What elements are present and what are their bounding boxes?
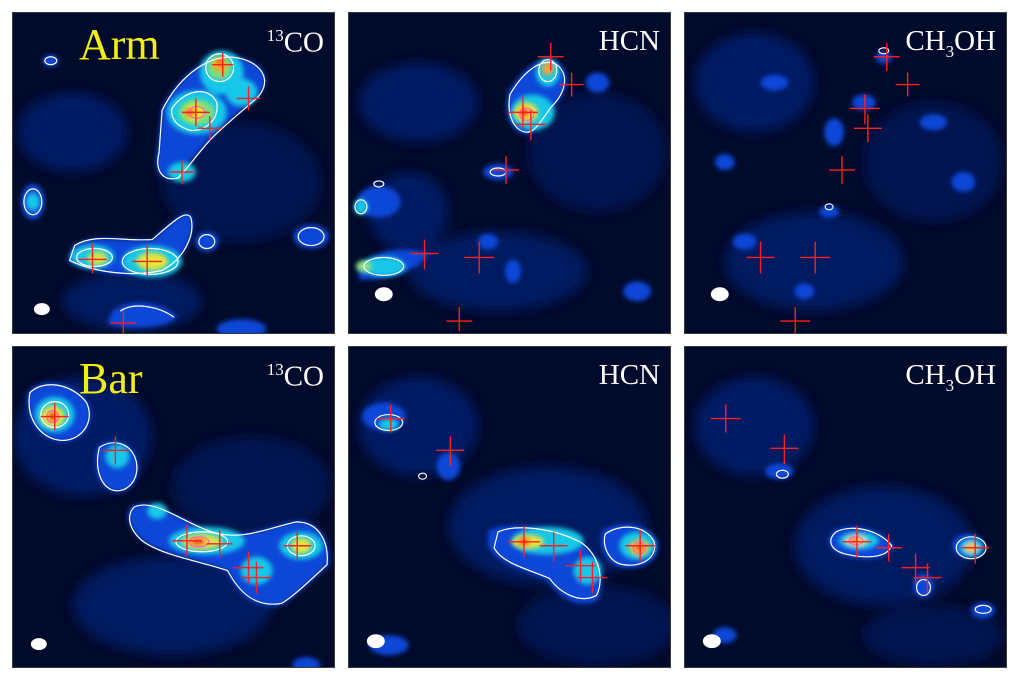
molecule-label-hcn: HCN xyxy=(598,25,660,57)
beam-ellipse-icon xyxy=(374,287,393,302)
molecule-label-ch3oh: CH3OH xyxy=(905,25,996,61)
panel-arm-13co: Arm 13CO xyxy=(12,12,335,334)
molecule-label-hcn-bar: HCN xyxy=(598,359,660,391)
panel-bar-hcn: HCN xyxy=(348,346,671,668)
red-plus-marker-group xyxy=(78,52,261,333)
region-label-arm: Arm xyxy=(79,20,160,69)
molecule-label-13co-bar: 13CO xyxy=(266,360,324,393)
molecule-label-13co: 13CO xyxy=(266,26,324,59)
panel-bar-13co: Bar 13CO xyxy=(12,346,335,668)
emission-map-arm-hcn xyxy=(349,13,670,333)
emission-map-bar-13co xyxy=(13,347,334,667)
beam-ellipse-icon xyxy=(702,634,721,649)
emission-map-arm-13co xyxy=(13,13,334,333)
panel-arm-ch3oh: CH3OH xyxy=(684,12,1007,334)
emission-map-bar-ch3oh xyxy=(685,347,1006,667)
panel-bar-ch3oh: CH3OH xyxy=(684,346,1007,668)
region-label-bar: Bar xyxy=(79,354,143,403)
beam-ellipse-icon xyxy=(710,287,729,302)
beam-ellipse-icon xyxy=(366,634,385,649)
beam-ellipse-icon xyxy=(30,638,47,651)
panel-arm-hcn: HCN xyxy=(348,12,671,334)
emission-map-bar-hcn xyxy=(349,347,670,667)
emission-map-arm-ch3oh xyxy=(685,13,1006,333)
molecule-label-ch3oh-bar: CH3OH xyxy=(905,359,996,395)
beam-ellipse-icon xyxy=(33,303,50,316)
